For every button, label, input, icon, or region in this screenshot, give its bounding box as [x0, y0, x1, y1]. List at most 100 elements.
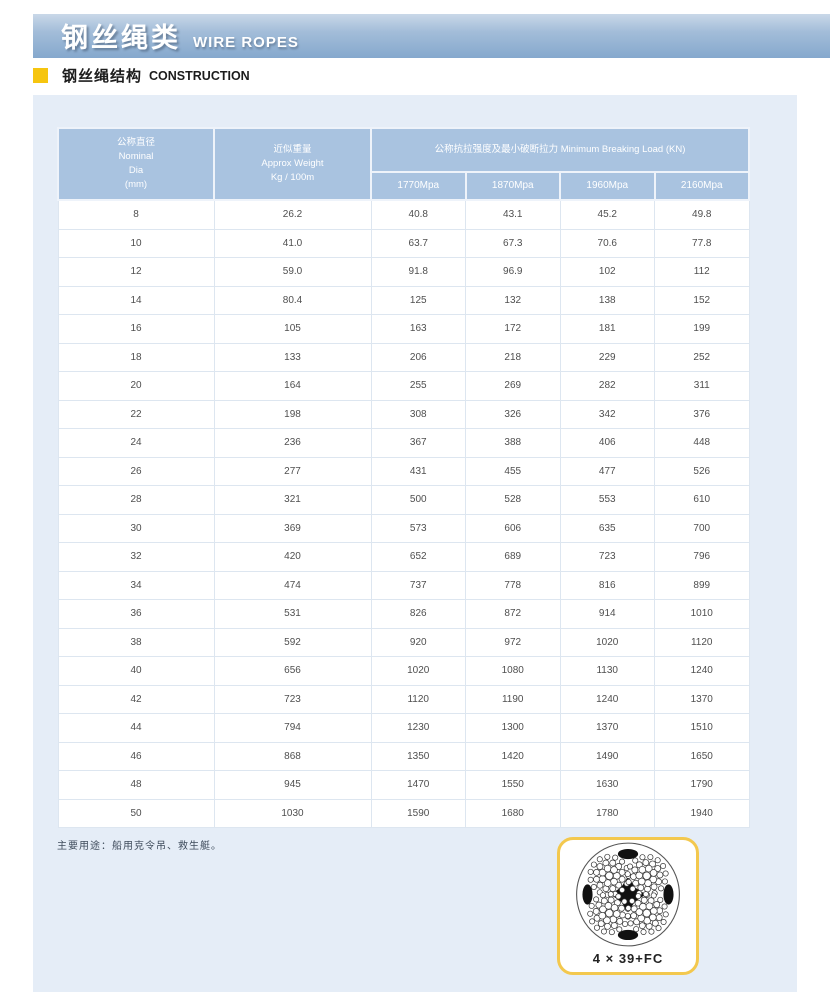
weight-cell: 420	[213, 542, 372, 572]
mbl-2160-cell: 199	[654, 314, 750, 344]
dia-cell: 34	[57, 570, 215, 600]
mbl-2160-cell: 311	[654, 371, 750, 401]
dia-cell: 48	[57, 770, 215, 800]
table-row: 8 26.2 40.8 43.1 45.2 49.8	[57, 199, 750, 230]
mbl-1770-cell: 1230	[370, 713, 466, 743]
weight-cell: 236	[213, 428, 372, 458]
table-row: 48 945 1470 1550 1630 1790	[57, 770, 750, 800]
table-row: 40 656 1020 1080 1130 1240	[57, 656, 750, 686]
table-row: 22 198 308 326 342 376	[57, 399, 750, 429]
weight-cell: 164	[213, 371, 372, 401]
weight-cell: 41.0	[213, 228, 372, 258]
mbl-1960-cell: 816	[559, 570, 655, 600]
mbl-1870-cell: 455	[465, 456, 561, 486]
mbl-2160-cell: 49.8	[654, 199, 750, 230]
mbl-2160-cell: 252	[654, 342, 750, 372]
weight-cell: 80.4	[213, 285, 372, 315]
mbl-1870-cell: 778	[465, 570, 561, 600]
dia-cell: 14	[57, 285, 215, 315]
mbl-1960-cell: 342	[559, 399, 655, 429]
mbl-2160-cell: 1650	[654, 741, 750, 771]
mbl-1960-cell: 138	[559, 285, 655, 315]
mbl-1960-cell: 181	[559, 314, 655, 344]
mbl-1960-cell: 553	[559, 485, 655, 515]
mbl-2160-cell: 700	[654, 513, 750, 543]
mbl-1960-cell: 70.6	[559, 228, 655, 258]
mbl-2160-cell: 376	[654, 399, 750, 429]
weight-cell: 868	[213, 741, 372, 771]
weight-cell: 1030	[213, 798, 372, 828]
mbl-2160-cell: 610	[654, 485, 750, 515]
mbl-1870-cell: 1550	[465, 770, 561, 800]
section-heading: 钢丝绳结构 CONSTRUCTION	[33, 65, 250, 86]
dia-cell: 32	[57, 542, 215, 572]
weight-cell: 794	[213, 713, 372, 743]
mbl-1770-cell: 826	[370, 599, 466, 629]
section-bullet-icon	[33, 68, 48, 83]
table-row: 20 164 255 269 282 311	[57, 371, 750, 401]
mbl-1770-cell: 1020	[370, 656, 466, 686]
weight-cell: 723	[213, 684, 372, 714]
mbl-1960-cell: 282	[559, 371, 655, 401]
table-row: 28 321 500 528 553 610	[57, 485, 750, 515]
mbl-1870-cell: 872	[465, 599, 561, 629]
mbl-1960-cell: 1490	[559, 741, 655, 771]
table-row: 50 1030 1590 1680 1780 1940	[57, 798, 750, 828]
weight-cell: 26.2	[213, 199, 372, 230]
mbl-1770-cell: 573	[370, 513, 466, 543]
mbl-1870-cell: 269	[465, 371, 561, 401]
mbl-2160-cell: 112	[654, 257, 750, 287]
mbl-1870-cell: 132	[465, 285, 561, 315]
rope-construction-label: 4 × 39+FC	[592, 951, 664, 966]
header-grade-1870: 1870Mpa	[464, 171, 561, 201]
banner-title-en: WIRE ROPES	[193, 34, 299, 51]
mbl-1870-cell: 606	[465, 513, 561, 543]
mbl-1770-cell: 431	[370, 456, 466, 486]
weight-cell: 592	[213, 627, 372, 657]
table-row: 14 80.4 125 132 138 152	[57, 285, 750, 315]
mbl-1960-cell: 1020	[559, 627, 655, 657]
section-title-en: CONSTRUCTION	[149, 68, 250, 83]
mbl-1870-cell: 43.1	[465, 199, 561, 230]
mbl-1870-cell: 689	[465, 542, 561, 572]
table-row: 30 369 573 606 635 700	[57, 513, 750, 543]
mbl-2160-cell: 77.8	[654, 228, 750, 258]
mbl-1770-cell: 40.8	[370, 199, 466, 230]
mbl-1870-cell: 972	[465, 627, 561, 657]
mbl-2160-cell: 1010	[654, 599, 750, 629]
mbl-1870-cell: 96.9	[465, 257, 561, 287]
mbl-1770-cell: 737	[370, 570, 466, 600]
table-row: 46 868 1350 1420 1490 1650	[57, 741, 750, 771]
mbl-1770-cell: 163	[370, 314, 466, 344]
dia-cell: 30	[57, 513, 215, 543]
mbl-1770-cell: 367	[370, 428, 466, 458]
dia-cell: 36	[57, 599, 215, 629]
weight-cell: 369	[213, 513, 372, 543]
mbl-1870-cell: 1190	[465, 684, 561, 714]
table-body: 8 26.2 40.8 43.1 45.2 49.8 10 41.0 63.7 67.3 70.6 7…	[57, 199, 750, 828]
dia-cell: 50	[57, 798, 215, 828]
mbl-1770-cell: 91.8	[370, 257, 466, 287]
mbl-1770-cell: 308	[370, 399, 466, 429]
mbl-1870-cell: 326	[465, 399, 561, 429]
dia-cell: 20	[57, 371, 215, 401]
rope-diagram-box: 4 × 39+FC	[557, 837, 699, 975]
dia-cell: 22	[57, 399, 215, 429]
table-row: 26 277 431 455 477 526	[57, 456, 750, 486]
mbl-2160-cell: 899	[654, 570, 750, 600]
mbl-1770-cell: 63.7	[370, 228, 466, 258]
table-row: 16 105 163 172 181 199	[57, 314, 750, 344]
mbl-2160-cell: 1790	[654, 770, 750, 800]
dia-cell: 26	[57, 456, 215, 486]
mbl-1870-cell: 1080	[465, 656, 561, 686]
header-grade-2160: 2160Mpa	[653, 171, 750, 201]
mbl-2160-cell: 1240	[654, 656, 750, 686]
section-title-zh: 钢丝绳结构	[62, 68, 143, 85]
mbl-1960-cell: 477	[559, 456, 655, 486]
mbl-1960-cell: 1370	[559, 713, 655, 743]
mbl-1770-cell: 1470	[370, 770, 466, 800]
banner-title-zh: 钢丝绳类	[61, 23, 181, 53]
table-row: 34 474 737 778 816 899	[57, 570, 750, 600]
mbl-2160-cell: 796	[654, 542, 750, 572]
dia-cell: 16	[57, 314, 215, 344]
